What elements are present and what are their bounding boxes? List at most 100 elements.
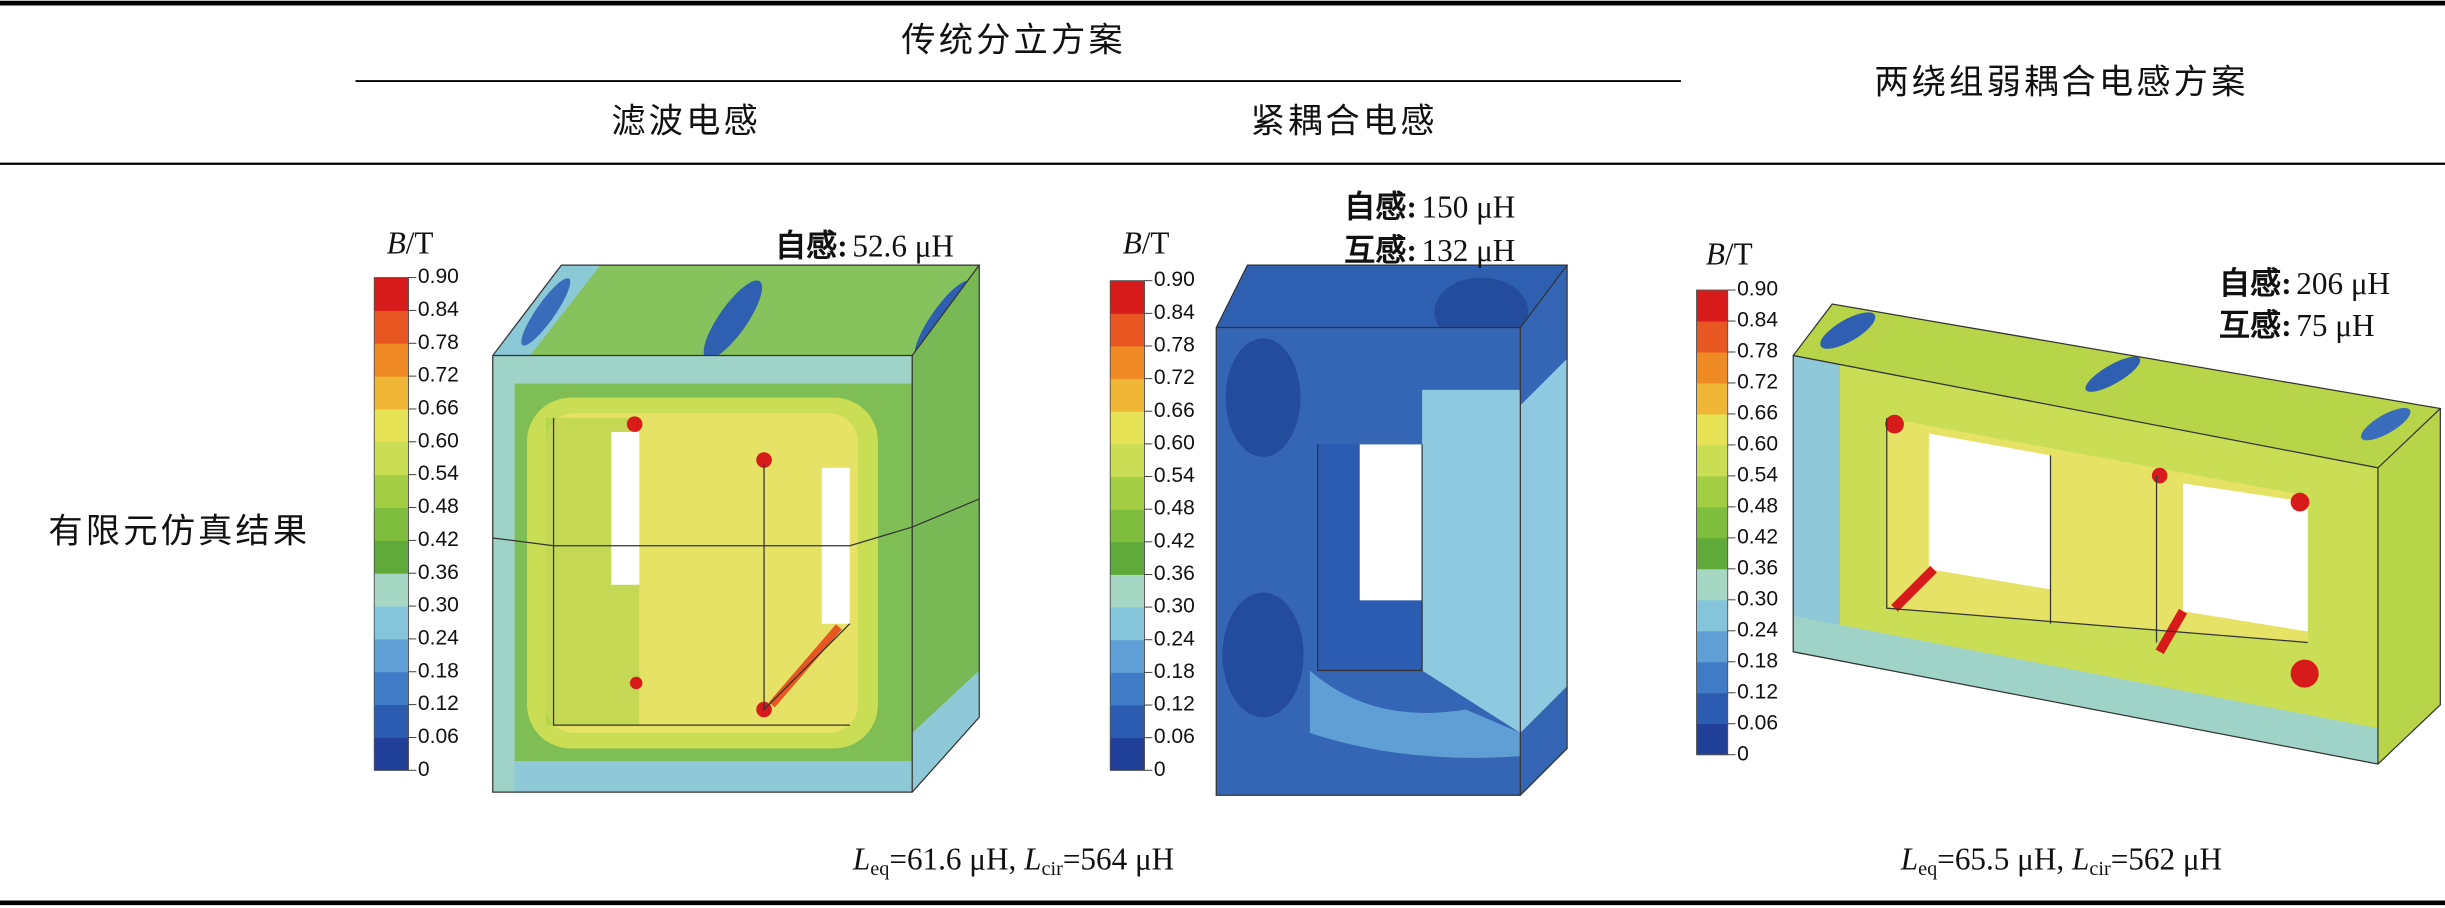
colorbar-tick-label: 0.06 bbox=[1154, 725, 1195, 748]
colorbar-tick-label: 0.06 bbox=[1737, 711, 1778, 734]
separator: , bbox=[2056, 841, 2072, 876]
colorbar-segment bbox=[1110, 705, 1145, 739]
colorbar-segment bbox=[1696, 599, 1728, 632]
annotation: 互感: 75 μH bbox=[2219, 308, 2375, 343]
colorbar-segment bbox=[1696, 444, 1728, 477]
subscript: cir bbox=[2089, 858, 2111, 880]
colorbar-segment bbox=[1696, 692, 1728, 725]
colorbar-tick-label: 0.12 bbox=[418, 692, 459, 715]
colorbar-tick-label: 0.42 bbox=[1154, 529, 1195, 552]
colorbar-segment bbox=[374, 474, 409, 508]
colorbar-tick-label: 0 bbox=[1154, 758, 1166, 781]
colorbar-segment bbox=[1696, 321, 1728, 353]
colorbar-segment bbox=[374, 277, 409, 311]
colorbar-tick-label: 0.66 bbox=[1154, 399, 1195, 422]
colorbar-segment bbox=[1110, 280, 1145, 314]
colorbar-frame bbox=[1696, 289, 1729, 756]
colorbar-segment bbox=[374, 671, 409, 706]
colorbar-tick-label: 0.72 bbox=[418, 364, 459, 387]
annotation-label: 互感: bbox=[2219, 308, 2292, 343]
colorbar-tick-label: 0.90 bbox=[418, 265, 459, 288]
colorbar-tick-label: 0.42 bbox=[1737, 525, 1778, 548]
annotation-value: 150 μH bbox=[1422, 190, 1516, 225]
symbol: L bbox=[1900, 841, 1918, 876]
colorbar-segment bbox=[1110, 411, 1145, 445]
colorbar-segment bbox=[1696, 475, 1728, 508]
colorbar-segment bbox=[374, 573, 409, 607]
colorbar-title: B/T bbox=[1706, 236, 1753, 271]
colorbar-tick-label: 0.54 bbox=[1737, 463, 1778, 486]
colorbar-tick-label: 0.84 bbox=[1737, 309, 1778, 332]
colorbar-tick-label: 0.42 bbox=[418, 528, 459, 551]
colorbar-segment bbox=[374, 540, 409, 574]
annotation: 自感: 150 μH bbox=[1344, 190, 1515, 225]
colorbar-title: B/T bbox=[1123, 226, 1170, 261]
colorbar-tick-label: 0.78 bbox=[1154, 334, 1195, 357]
colorbar-segment bbox=[1110, 476, 1145, 510]
colorbar-segment bbox=[1696, 661, 1728, 694]
colorbar-segment bbox=[1110, 737, 1145, 771]
colorbar-segment bbox=[374, 376, 409, 410]
colorbar-segment bbox=[1696, 351, 1728, 384]
colorbar-tick-label: 0.78 bbox=[418, 331, 459, 354]
colorbar-tick-label: 0.60 bbox=[418, 429, 459, 452]
colorbar-tick-label: 0.84 bbox=[418, 298, 459, 321]
column-header: 紧耦合电感 bbox=[1251, 103, 1438, 141]
colorbar-segment bbox=[1696, 537, 1728, 570]
result-value: =65.5 μH bbox=[1937, 841, 2056, 876]
colorbar-tick-label: 0.30 bbox=[1737, 587, 1778, 610]
colorbar-tick-label: 0.48 bbox=[1154, 497, 1195, 520]
colorbar-tick-label: 0.66 bbox=[418, 397, 459, 420]
colorbar-segment bbox=[374, 408, 409, 443]
annotation-label: 自感: bbox=[1344, 190, 1417, 225]
colorbar-segment bbox=[1110, 509, 1145, 543]
colorbar-unit: /T bbox=[406, 226, 434, 261]
colorbar-tick-label: 0.30 bbox=[1154, 595, 1195, 618]
annotation-label: 自感: bbox=[775, 229, 848, 264]
colorbar-segment bbox=[374, 606, 409, 640]
colorbar: B/T 0 0.06 0.12 0.18 0.24 0.30 0.36 0.42 0.48 0.54… bbox=[373, 226, 459, 781]
result-text: Leq=61.6 μH, Lcir=564 μH bbox=[852, 841, 1174, 879]
annotation-value: 52.6 μH bbox=[852, 229, 954, 264]
result-text: Leq=65.5 μH, Lcir=562 μH bbox=[1900, 841, 2222, 879]
colorbar-tick-label: 0.78 bbox=[1737, 340, 1778, 363]
colorbar-tick-label: 0.18 bbox=[1154, 660, 1195, 683]
colorbar-segment bbox=[1696, 413, 1728, 446]
row-label: 有限元仿真结果 bbox=[48, 513, 310, 551]
colorbar-symbol: B bbox=[1706, 236, 1725, 271]
result-value: =61.6 μH bbox=[889, 841, 1008, 876]
colorbar-segment bbox=[1696, 630, 1728, 663]
annotation: 互感: 132 μH bbox=[1344, 233, 1515, 268]
result-value: =562 μH bbox=[2111, 841, 2222, 876]
colorbar-tick-label: 0.72 bbox=[1154, 366, 1195, 389]
subscript: eq bbox=[1918, 858, 1937, 880]
colorbar-segment bbox=[1110, 345, 1145, 380]
annotation-value: 75 μH bbox=[2296, 308, 2374, 343]
colorbar-segment bbox=[374, 638, 409, 673]
colorbar-tick-label: 0.30 bbox=[418, 594, 459, 617]
colorbar: B/T 0 0.06 0.12 0.18 0.24 0.30 0.36 0.42 0.48 0.54… bbox=[1696, 236, 1778, 765]
colorbar-segment bbox=[1696, 290, 1728, 322]
annotation: 自感: 52.6 μH bbox=[775, 229, 954, 264]
colorbar-unit: /T bbox=[1725, 236, 1753, 271]
colorbar-tick-label: 0.36 bbox=[1154, 562, 1195, 585]
colorbar-segment bbox=[1110, 672, 1145, 706]
colorbar-segment bbox=[1110, 313, 1145, 347]
colorbar-segment bbox=[374, 310, 409, 344]
annotation-value: 132 μH bbox=[1422, 233, 1516, 268]
colorbar-segment bbox=[1696, 506, 1728, 539]
colorbar-tick-label: 0.84 bbox=[1154, 301, 1195, 324]
colorbar-segment bbox=[374, 507, 409, 541]
colorbar-symbol: B bbox=[387, 226, 406, 261]
colorbar-tick-label: 0 bbox=[1737, 742, 1749, 765]
colorbar-tick-label: 0.36 bbox=[1737, 556, 1778, 579]
colorbar-tick-label: 0.54 bbox=[418, 462, 459, 485]
colorbar-tick-label: 0.24 bbox=[1737, 618, 1778, 641]
subscript: cir bbox=[1041, 858, 1063, 880]
colorbar-tick-label: 0.90 bbox=[1154, 268, 1195, 291]
colorbar-tick-label: 0.66 bbox=[1737, 402, 1778, 425]
colorbar-unit: /T bbox=[1142, 226, 1170, 261]
colorbar-tick-label: 0.18 bbox=[418, 659, 459, 682]
column-header: 滤波电感 bbox=[611, 103, 761, 141]
